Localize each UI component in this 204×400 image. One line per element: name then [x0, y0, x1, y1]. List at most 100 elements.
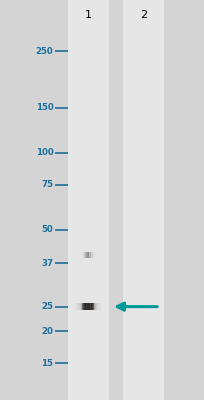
- Bar: [74, 303, 75, 310]
- Bar: [85, 252, 86, 258]
- Text: 37: 37: [41, 259, 53, 268]
- Bar: [88, 252, 89, 258]
- Bar: [69, 303, 70, 310]
- Bar: [91, 252, 92, 258]
- Bar: [85, 252, 86, 258]
- Bar: [100, 303, 101, 310]
- Bar: [76, 303, 77, 310]
- Bar: [87, 303, 88, 310]
- Bar: [84, 303, 85, 310]
- Bar: [91, 303, 92, 310]
- Bar: [101, 303, 102, 310]
- Bar: [82, 252, 83, 258]
- Bar: [92, 252, 93, 258]
- Bar: [99, 303, 100, 310]
- Bar: [98, 252, 99, 258]
- Bar: [67, 0, 108, 400]
- Bar: [93, 303, 94, 310]
- Text: 100: 100: [35, 148, 53, 158]
- Bar: [78, 303, 79, 310]
- Bar: [96, 252, 97, 258]
- Bar: [86, 303, 87, 310]
- Bar: [98, 303, 99, 310]
- Bar: [122, 0, 163, 400]
- Bar: [100, 303, 101, 310]
- Bar: [77, 252, 78, 258]
- Bar: [92, 303, 93, 310]
- Bar: [91, 252, 92, 258]
- Bar: [77, 303, 78, 310]
- Bar: [83, 252, 84, 258]
- Bar: [93, 303, 94, 310]
- Bar: [96, 252, 97, 258]
- Bar: [80, 303, 81, 310]
- Bar: [70, 303, 71, 310]
- Bar: [97, 252, 98, 258]
- Text: 25: 25: [41, 302, 53, 311]
- Bar: [90, 252, 91, 258]
- Bar: [106, 303, 107, 310]
- Bar: [75, 303, 76, 310]
- Bar: [77, 303, 78, 310]
- Bar: [95, 303, 96, 310]
- Bar: [71, 303, 72, 310]
- Bar: [79, 252, 80, 258]
- Bar: [105, 303, 106, 310]
- Bar: [86, 252, 87, 258]
- Bar: [76, 252, 77, 258]
- Bar: [79, 303, 80, 310]
- Bar: [83, 252, 84, 258]
- Text: 20: 20: [41, 327, 53, 336]
- Bar: [81, 303, 82, 310]
- Bar: [83, 303, 84, 310]
- Bar: [78, 252, 79, 258]
- Bar: [88, 252, 89, 258]
- Bar: [85, 303, 86, 310]
- Bar: [97, 303, 98, 310]
- Bar: [89, 252, 90, 258]
- Bar: [93, 252, 94, 258]
- Bar: [86, 252, 87, 258]
- Bar: [83, 303, 84, 310]
- Bar: [87, 303, 88, 310]
- Bar: [95, 252, 96, 258]
- Bar: [92, 303, 93, 310]
- Text: 75: 75: [41, 180, 53, 189]
- Text: 250: 250: [35, 47, 53, 56]
- Bar: [92, 252, 93, 258]
- Bar: [97, 252, 98, 258]
- Bar: [101, 303, 102, 310]
- Bar: [76, 303, 77, 310]
- Text: 2: 2: [139, 10, 146, 20]
- Bar: [87, 252, 88, 258]
- Bar: [72, 303, 73, 310]
- Bar: [78, 303, 79, 310]
- Bar: [102, 303, 103, 310]
- Bar: [90, 303, 91, 310]
- Bar: [88, 303, 89, 310]
- Bar: [79, 303, 80, 310]
- Bar: [79, 252, 80, 258]
- Bar: [75, 303, 76, 310]
- Bar: [81, 252, 82, 258]
- Bar: [96, 303, 97, 310]
- Bar: [84, 252, 85, 258]
- Text: 1: 1: [84, 10, 91, 20]
- Bar: [77, 252, 78, 258]
- Bar: [89, 252, 90, 258]
- Bar: [85, 303, 86, 310]
- Bar: [73, 303, 74, 310]
- Bar: [70, 303, 71, 310]
- Bar: [80, 252, 81, 258]
- Bar: [89, 303, 90, 310]
- Bar: [69, 303, 70, 310]
- Bar: [103, 303, 104, 310]
- Bar: [105, 303, 106, 310]
- Bar: [80, 252, 81, 258]
- Bar: [91, 303, 92, 310]
- Text: 15: 15: [41, 359, 53, 368]
- Bar: [95, 252, 96, 258]
- Bar: [82, 303, 83, 310]
- Bar: [104, 303, 105, 310]
- Bar: [84, 252, 85, 258]
